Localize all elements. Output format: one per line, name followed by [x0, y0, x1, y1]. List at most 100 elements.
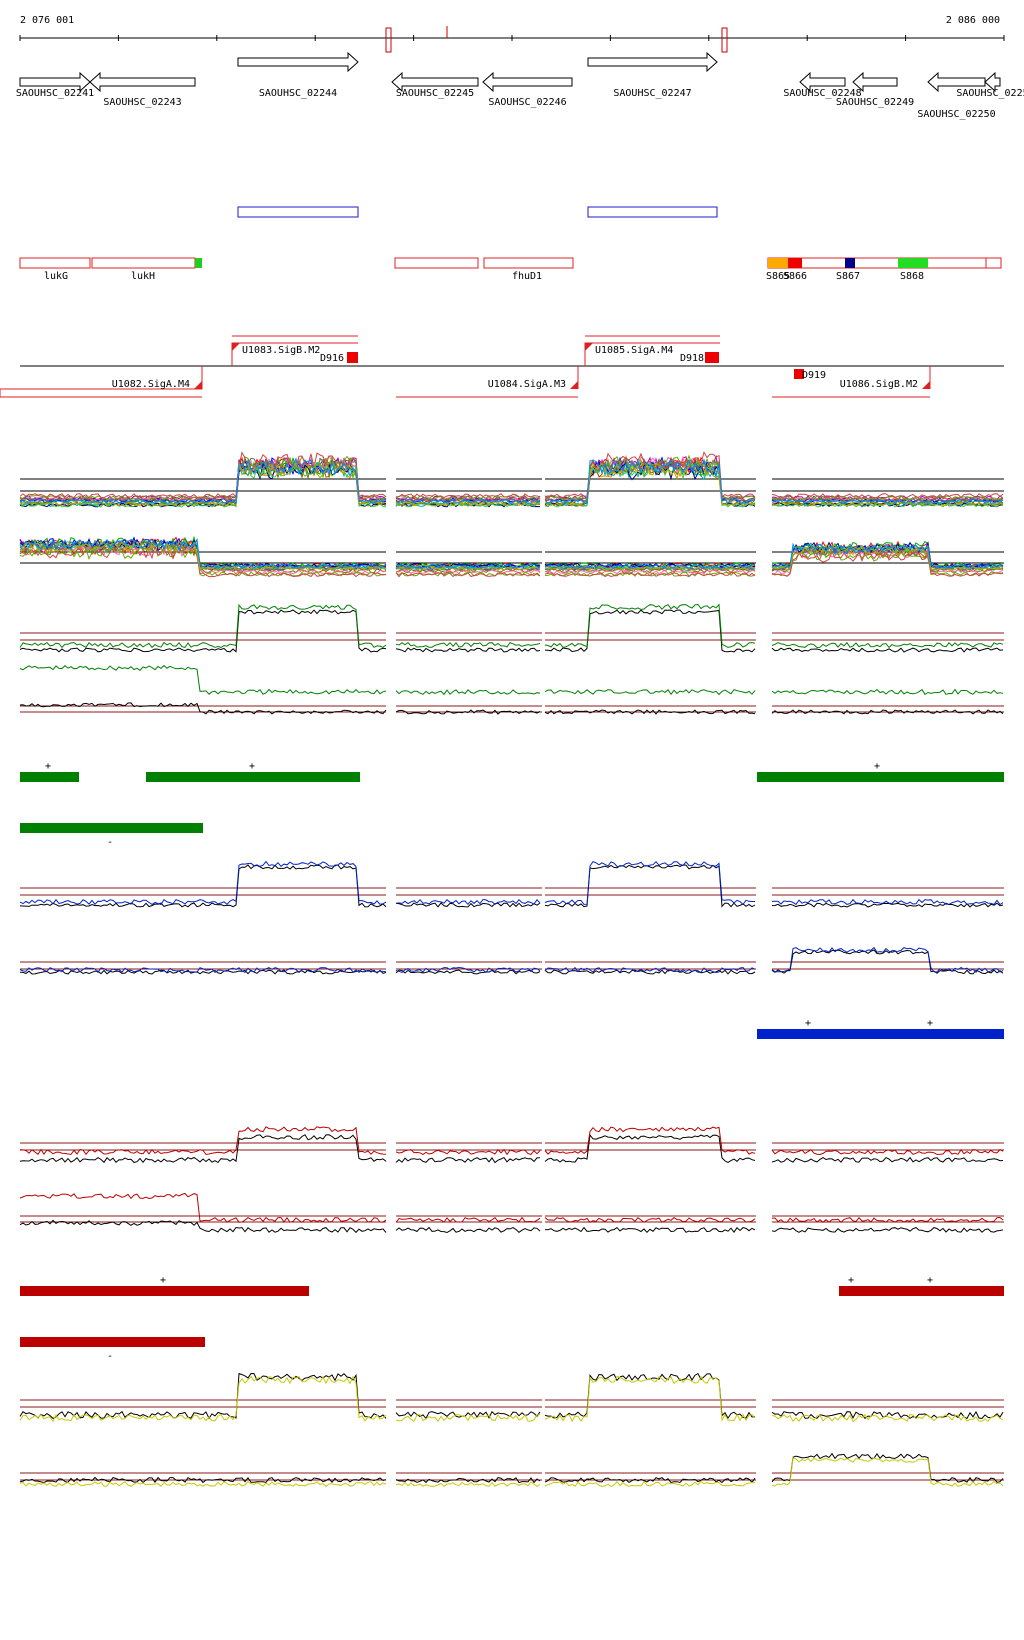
terminator-label-D918: D918: [680, 353, 704, 364]
signal-line-red: [395, 1148, 541, 1156]
overlay-signal: [771, 494, 1004, 501]
feature-box-lukH[interactable]: [91, 257, 196, 269]
segment-sign: +: [805, 1018, 811, 1029]
gene-arrow[interactable]: [391, 71, 479, 93]
gene-label: SAOUHSC_02243: [103, 97, 181, 108]
overlay-signal: [19, 540, 387, 572]
segment-sign: -: [107, 1351, 113, 1362]
signal-line: [395, 1226, 541, 1234]
signal-line: [771, 1156, 1004, 1163]
signal-line-red: [544, 1216, 756, 1223]
gene-arrow[interactable]: [852, 71, 898, 93]
overlay-signal: [771, 497, 1004, 503]
gene-label: SAOUHSC_02245: [396, 88, 474, 99]
terminator-D919[interactable]: [794, 369, 804, 379]
overlay-signal: [544, 569, 756, 575]
gene-arrow[interactable]: [927, 71, 986, 93]
feature-box-S865[interactable]: [768, 258, 788, 268]
feature-label-S865: S865: [766, 271, 790, 282]
signal-line-red: [19, 1192, 387, 1223]
signal-line-green: [19, 603, 387, 649]
terminator-D918[interactable]: [705, 352, 719, 363]
gene-arrow[interactable]: [482, 71, 573, 93]
gene-arrow[interactable]: [587, 51, 718, 73]
signal-line: [771, 647, 1004, 653]
signal-line-blue: [771, 946, 1004, 973]
feature-label-lukH: lukH: [131, 271, 155, 282]
segment-bar[interactable]: [757, 1029, 1004, 1039]
feature-box-S866[interactable]: [788, 258, 802, 268]
position-marker: [721, 27, 728, 53]
blue-feature-box[interactable]: [237, 206, 359, 218]
overlay-signal: [395, 501, 541, 507]
signal-line: [395, 1477, 541, 1484]
signal-line-red: [19, 1126, 387, 1156]
overlay-signal: [771, 542, 1004, 569]
gene-label: SAOUHSC_02250: [917, 109, 995, 120]
signal-line-red: [395, 1216, 541, 1223]
signal-line: [544, 709, 756, 715]
gene-label: SAOUHSC_02241: [16, 88, 94, 99]
signal-line: [395, 1156, 541, 1164]
overlay-signal: [544, 563, 756, 569]
overlay-signal: [771, 550, 1004, 577]
feature-label-fhuD1: fhuD1: [512, 271, 542, 282]
overlay-signal: [771, 550, 1004, 577]
feature-label-S867: S867: [836, 271, 860, 282]
segment-bar[interactable]: [146, 772, 360, 782]
feature-box[interactable]: [394, 257, 479, 269]
signal-line: [771, 1227, 1004, 1233]
overlay-signal: [395, 572, 541, 578]
gene-arrow[interactable]: [89, 71, 196, 93]
segmentation-green: + + + -: [20, 761, 1004, 848]
feature-box[interactable]: [767, 257, 1002, 269]
start-coordinate: 2 076 001: [20, 15, 74, 26]
overlay-signal: [544, 458, 756, 504]
overlay-signal: [19, 457, 387, 504]
promoter-label-U1083: U1083.SigB.M2: [242, 345, 320, 356]
signal-line: [544, 1373, 756, 1420]
gene-label: SAOUHSC_02249: [836, 97, 914, 108]
gene-arrow[interactable]: [799, 71, 846, 93]
signal-line-blue: [544, 966, 756, 974]
signal-line: [19, 864, 387, 908]
segment-bar[interactable]: [20, 823, 203, 833]
segment-sign: +: [874, 761, 880, 772]
feature-box-S868[interactable]: [898, 258, 928, 268]
gene-arrow[interactable]: [237, 51, 359, 73]
signal-line: [395, 647, 541, 653]
signal-line-green: [771, 641, 1004, 649]
signal-line-red: [544, 1126, 756, 1155]
signal-line: [771, 902, 1004, 908]
signal-line-blue: [395, 898, 541, 906]
segment-bar[interactable]: [20, 1286, 309, 1296]
gene-label: SAOUHSC_02247: [613, 88, 691, 99]
overlay-signal: [395, 571, 541, 577]
overlay-signal: [395, 563, 541, 569]
segmentation-red: + + + -: [20, 1275, 1004, 1362]
signal-line: [19, 1476, 387, 1484]
segment-bar[interactable]: [20, 1337, 205, 1347]
feature-box-fhuD1[interactable]: [483, 257, 574, 269]
feature-box-S867[interactable]: [845, 258, 855, 268]
segmentation-blue: + +: [757, 1018, 1004, 1039]
signal-line-green: [544, 689, 756, 696]
terminator-D916[interactable]: [347, 352, 358, 363]
overlay-signal: [19, 537, 387, 569]
gene-arrow[interactable]: [19, 71, 91, 93]
segment-bar[interactable]: [20, 772, 79, 782]
gene-arrow[interactable]: [984, 71, 1001, 93]
segment-bar[interactable]: [757, 772, 1004, 782]
signal-line-blue: [771, 898, 1004, 906]
feature-box-lukG[interactable]: [19, 257, 91, 269]
segment-bar[interactable]: [839, 1286, 1004, 1296]
overlay-signal: [19, 544, 387, 578]
overlay-signal: [395, 494, 541, 500]
signal-line: [395, 969, 541, 975]
blue-feature-box[interactable]: [587, 206, 718, 218]
segment-sign: +: [160, 1275, 166, 1286]
feature-box-green[interactable]: [195, 258, 202, 268]
signal-line-yellow: [395, 1413, 541, 1423]
segment-sign: +: [927, 1275, 933, 1286]
